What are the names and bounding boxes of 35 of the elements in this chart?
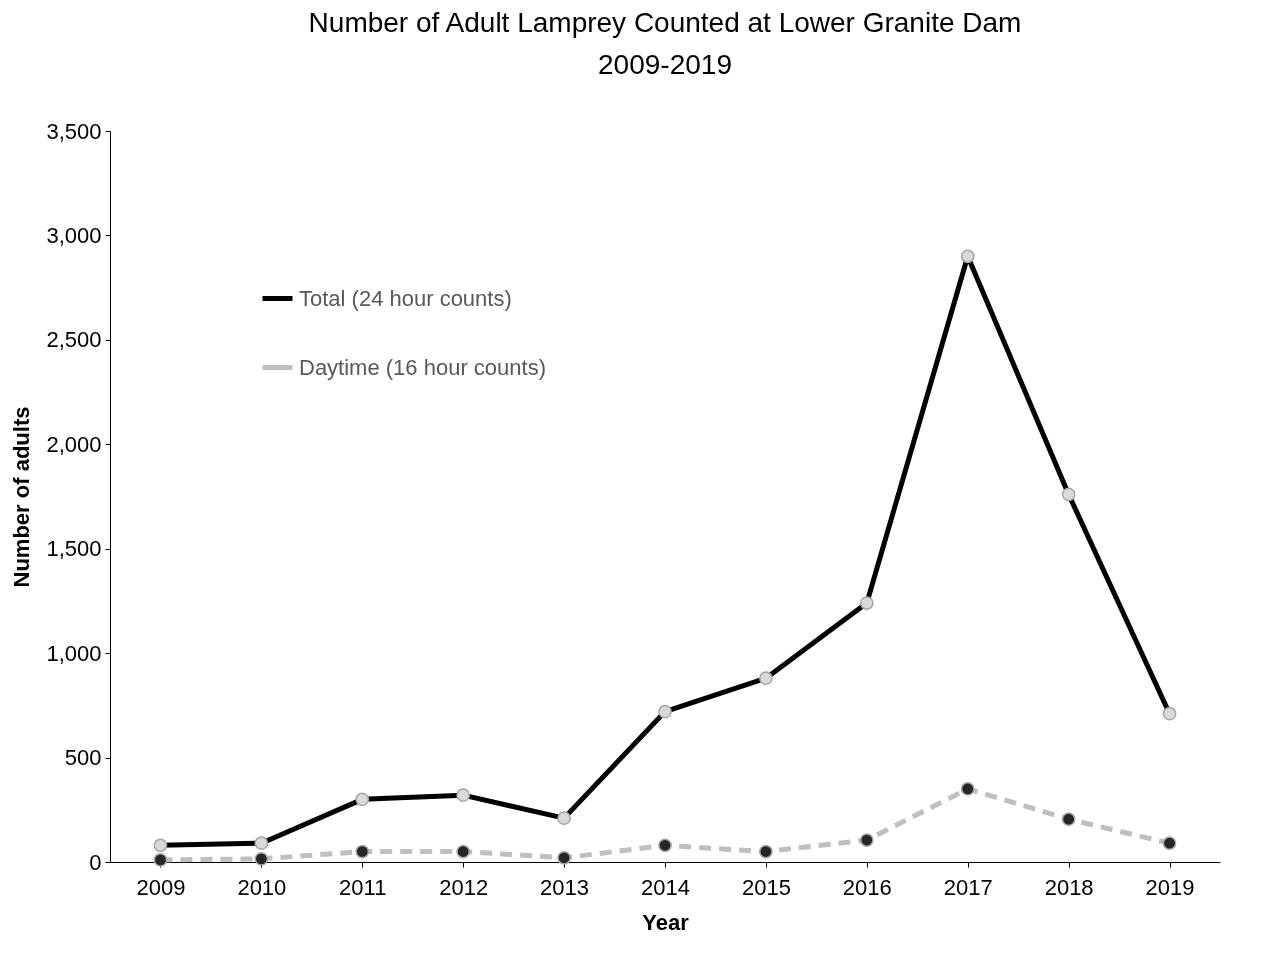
x-tick-label: 2016 <box>842 874 892 900</box>
y-tick-label: 0 <box>89 849 102 875</box>
legend-label: Total (24 hour counts) <box>299 285 512 311</box>
y-tick-label: 2,000 <box>46 431 102 457</box>
point <box>557 850 571 865</box>
y-tick-label: 3,500 <box>46 118 102 144</box>
point <box>153 853 168 867</box>
x-tick-label: 2014 <box>641 874 690 900</box>
x-axis-title: Year <box>642 909 690 935</box>
y-axis-title: Number of adults <box>9 406 35 588</box>
point <box>658 838 672 853</box>
point <box>254 852 269 866</box>
x-tick-label: 2017 <box>943 874 993 900</box>
point <box>456 844 471 859</box>
x-tick-label: 2012 <box>439 874 489 900</box>
chart-title: Number of Adult Lamprey Counted at Lower Granite Dam 2009-2019 <box>308 7 1022 80</box>
y-tick-label: 1,000 <box>46 640 102 666</box>
x-tick-label: 2015 <box>741 874 791 900</box>
x-tick-label: 2013 <box>540 874 590 900</box>
point <box>1061 812 1076 827</box>
point <box>960 782 975 796</box>
x-tick-label: 2011 <box>339 874 387 900</box>
y-tick-label: 2,500 <box>46 327 102 353</box>
legend-label: Daytime (16 hour counts) <box>299 354 546 380</box>
point <box>1162 836 1177 851</box>
x-tick-label: 2019 <box>1145 874 1195 900</box>
point <box>355 844 370 859</box>
y-tick-label: 500 <box>64 745 102 771</box>
x-tick-label: 2018 <box>1044 874 1094 900</box>
y-tick-label: 1,500 <box>46 536 102 562</box>
point <box>759 844 773 859</box>
x-tick-label: 2010 <box>237 874 287 900</box>
y-tick-label: 3,000 <box>46 222 102 248</box>
x-tick-label: 2009 <box>136 874 186 900</box>
point <box>859 833 874 847</box>
